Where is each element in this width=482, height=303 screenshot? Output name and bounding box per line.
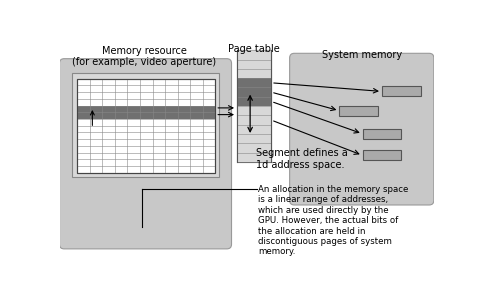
FancyBboxPatch shape	[59, 59, 231, 249]
Bar	[362, 150, 401, 160]
Bar	[237, 50, 271, 59]
Text: Page table: Page table	[228, 44, 280, 54]
Bar	[237, 78, 271, 88]
Bar	[237, 50, 271, 162]
Bar	[237, 134, 271, 143]
Bar	[382, 86, 421, 96]
Bar	[237, 143, 271, 153]
Text: Segment defines a
1d address space.: Segment defines a 1d address space.	[255, 148, 348, 170]
Bar	[237, 69, 271, 78]
Bar	[77, 79, 215, 173]
FancyBboxPatch shape	[290, 53, 434, 205]
Text: An allocation in the memory space
is a linear range of addresses,
which are used: An allocation in the memory space is a l…	[258, 185, 408, 256]
Bar	[237, 59, 271, 69]
Bar	[362, 129, 401, 139]
Bar	[237, 88, 271, 97]
Bar	[237, 153, 271, 162]
Bar	[77, 79, 215, 173]
Text: System memory: System memory	[322, 50, 402, 60]
Bar	[237, 97, 271, 106]
Text: Memory resource
(for example, video aperture): Memory resource (for example, video aper…	[72, 45, 216, 67]
Bar	[237, 106, 271, 115]
Bar	[77, 105, 215, 119]
Bar	[339, 106, 378, 116]
Bar	[72, 73, 219, 177]
Bar	[237, 115, 271, 125]
Bar	[237, 125, 271, 134]
